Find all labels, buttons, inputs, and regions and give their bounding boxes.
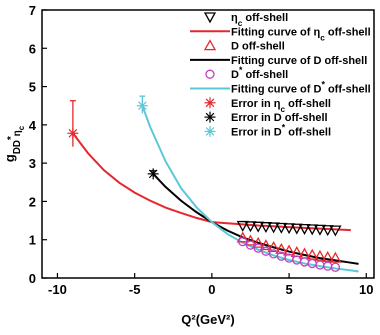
x-tick-label: 10 [359,282,373,297]
data-point [245,240,256,250]
data-point [238,236,248,247]
data-point [267,222,280,234]
data-point [244,234,257,246]
error-point [136,100,148,112]
data-point [330,262,341,272]
data-point [253,243,263,253]
data-point [313,249,327,261]
y-tick-label: 5 [29,80,36,95]
fit-curves [72,105,359,273]
y-tick-label: 6 [29,41,36,56]
data-points [67,95,342,272]
legend-swatch [204,125,216,137]
data-point [321,250,334,262]
y-tick-label: 0 [29,271,36,286]
data-point [313,224,327,236]
y-tick-label: 4 [29,118,37,133]
x-tick-label: 5 [285,282,292,297]
legend-label: Fitting curve of ηc off-shell [231,26,371,42]
legend-label: D off-shell [231,41,285,53]
fit-curve [72,132,351,232]
data-point [252,221,265,233]
data-point [282,244,296,256]
error-point [147,168,159,180]
data-point [275,222,288,234]
fit-curve [152,173,359,265]
y-axis-title: gDD*ηc [2,125,26,162]
legend-swatch [204,97,216,109]
x-axis-title: Q²(GeV²) [181,312,234,327]
legend-swatch [203,12,217,24]
x-tick-label: -10 [48,282,67,297]
data-point [259,222,273,234]
data-point [252,236,265,248]
data-point [275,242,288,254]
data-point [329,251,342,263]
x-axis: -10 -5 0 5 10 [48,273,374,297]
legend-label: Error in D off-shell [231,112,328,124]
y-axis: 0 1 2 3 4 5 6 7 [29,3,47,286]
y-tick-label: 2 [29,194,36,209]
data-point [290,223,303,235]
legend-label: ηc off-shell [231,12,288,28]
data-point [298,223,311,235]
legend-label: Error in D* off-shell [231,122,331,138]
data-point [329,225,342,237]
x-tick-label: -5 [129,282,141,297]
error-point [67,127,79,139]
legend-swatch [203,39,217,51]
data-point [236,231,249,243]
legend-swatch [205,69,215,79]
y-tick-label: 7 [29,3,36,18]
x-tick-label: 0 [208,282,215,297]
y-tick-label: 1 [29,233,36,248]
plot-frame [41,9,375,279]
data-point [259,239,273,251]
data-point [244,221,257,233]
legend-label: D* off-shell [231,65,288,81]
data-point [236,220,249,232]
data-point [306,224,319,236]
data-point [267,241,280,253]
fit-curve [141,105,359,273]
legend-swatch [204,111,216,123]
data-point [321,225,334,237]
legend-label: Fitting curve of D* off-shell [231,80,371,96]
data-point [292,255,302,265]
y-tick-label: 3 [29,156,36,171]
legend-label: Error in ηc off-shell [231,98,331,114]
legend-label: Fitting curve of D off-shell [231,55,367,67]
data-point [282,223,296,235]
